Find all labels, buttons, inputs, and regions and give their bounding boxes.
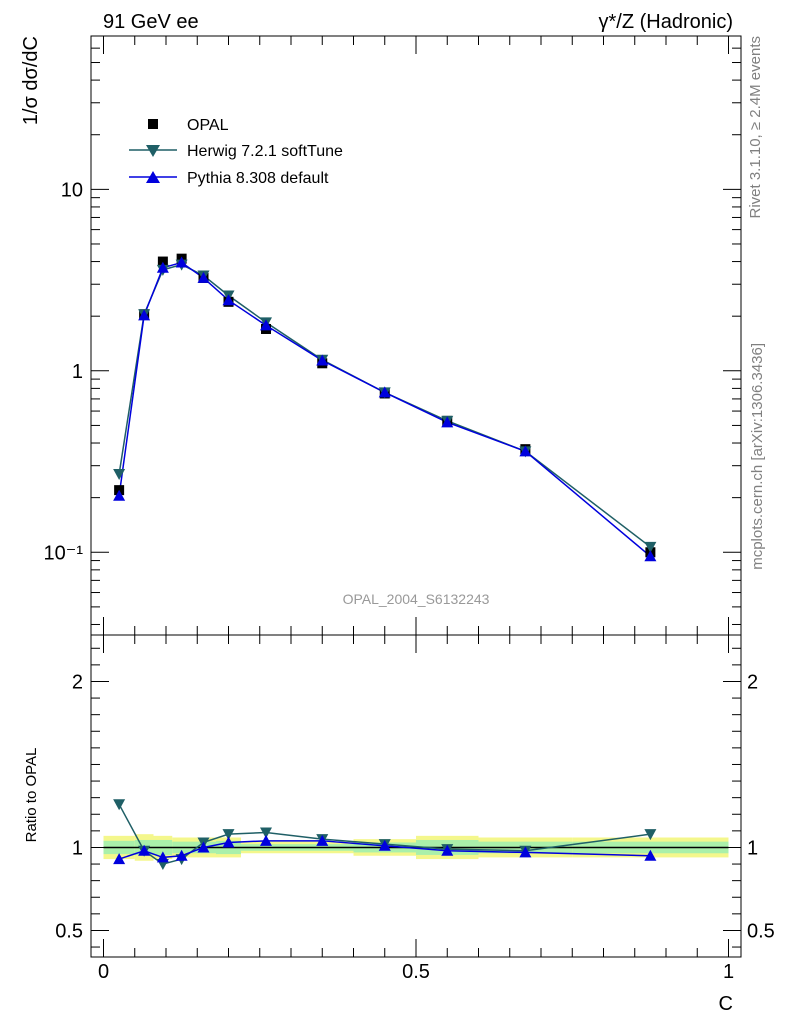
pythia-point bbox=[156, 261, 169, 273]
legend-marker-pythia bbox=[146, 171, 160, 183]
x-tick-label: 1 bbox=[723, 961, 734, 983]
pythia-ratio-point bbox=[644, 849, 657, 861]
legend-marker-opal bbox=[148, 119, 158, 129]
legend: OPAL Herwig 7.2.1 softTune Pythia 8.308 … bbox=[129, 117, 343, 187]
pythia-point bbox=[441, 416, 454, 428]
herwig-ratio-point bbox=[260, 827, 272, 839]
pythia-point bbox=[260, 319, 272, 331]
header-right: γ*/Z (Hadronic) bbox=[599, 11, 733, 33]
ratio-y-tick-label-right: 0.5 bbox=[747, 920, 775, 942]
main-panel: 10⁻¹ 1 10 bbox=[44, 35, 742, 636]
pythia-ratio-point bbox=[156, 851, 169, 863]
pythia-ratio-point bbox=[222, 836, 235, 848]
pythia-point bbox=[197, 271, 210, 283]
pythia-point bbox=[222, 294, 235, 306]
pythia-point bbox=[519, 445, 532, 457]
pythia-ratio-point bbox=[197, 841, 210, 853]
ratio-frame bbox=[90, 634, 742, 958]
pythia-ratio-point bbox=[441, 844, 454, 856]
pythia-ratio-point bbox=[260, 834, 272, 846]
ratio-y-tick-label-left: 0.5 bbox=[55, 920, 83, 942]
ratio-y-tick-label-right: 1 bbox=[747, 837, 758, 859]
rivet-label: Rivet 3.1.10, ≥ 2.4M events bbox=[747, 36, 764, 219]
x-tick-label: 0.5 bbox=[402, 961, 430, 983]
pythia-point bbox=[113, 489, 126, 501]
legend-label-herwig: Herwig 7.2.1 softTune bbox=[187, 143, 343, 160]
herwig-ratio-point bbox=[222, 829, 235, 841]
main-y-tick-label: 10⁻¹ bbox=[44, 542, 84, 564]
source-label: mcplots.cern.ch [arXiv:1306.3436] bbox=[749, 343, 766, 570]
ratio-y-tick-label-left: 2 bbox=[72, 671, 83, 693]
legend-label-opal: OPAL bbox=[187, 117, 229, 134]
ratio-y-tick-label-right: 2 bbox=[747, 671, 758, 693]
pythia-point bbox=[316, 354, 329, 366]
herwig-ratio-point bbox=[644, 829, 657, 841]
x-axis-label: C bbox=[719, 993, 733, 1015]
herwig-point bbox=[113, 468, 126, 480]
watermark: OPAL_2004_S6132243 bbox=[343, 591, 490, 607]
pythia-point bbox=[378, 386, 391, 398]
herwig-ratio-point bbox=[113, 799, 126, 811]
pythia-line bbox=[118, 261, 651, 557]
pythia-ratio-point bbox=[138, 844, 151, 856]
pythia-ratio-point bbox=[316, 834, 329, 846]
pythia-point bbox=[175, 256, 188, 268]
ratio-y-tick-label-left: 1 bbox=[72, 837, 83, 859]
pythia-point bbox=[138, 309, 151, 321]
herwig-point bbox=[644, 541, 657, 553]
pythia-ratio-point bbox=[113, 853, 126, 865]
pythia-ratio-point bbox=[519, 846, 532, 858]
header-left: 91 GeV ee bbox=[103, 11, 199, 33]
main-y-tick-label: 10 bbox=[61, 179, 83, 201]
x-tick-label: 0 bbox=[98, 961, 109, 983]
main-y-tick-label: 1 bbox=[72, 361, 83, 383]
pythia-point bbox=[644, 550, 657, 562]
pythia-ratio-point bbox=[378, 839, 391, 851]
ratio-y-axis-label: Ratio to OPAL bbox=[23, 748, 40, 843]
legend-marker-herwig bbox=[146, 145, 160, 157]
legend-label-pythia: Pythia 8.308 default bbox=[187, 170, 329, 187]
main-y-axis-label: 1/σ dσ/dC bbox=[20, 36, 42, 125]
ratio-panel: 0.5 0.5 1 1 2 2 0 0.5 1 bbox=[55, 634, 775, 983]
opal-point bbox=[157, 256, 168, 267]
pythia-ratio-line bbox=[118, 840, 651, 860]
herwig-line bbox=[118, 263, 651, 548]
pythia-ratio-point bbox=[175, 849, 188, 861]
